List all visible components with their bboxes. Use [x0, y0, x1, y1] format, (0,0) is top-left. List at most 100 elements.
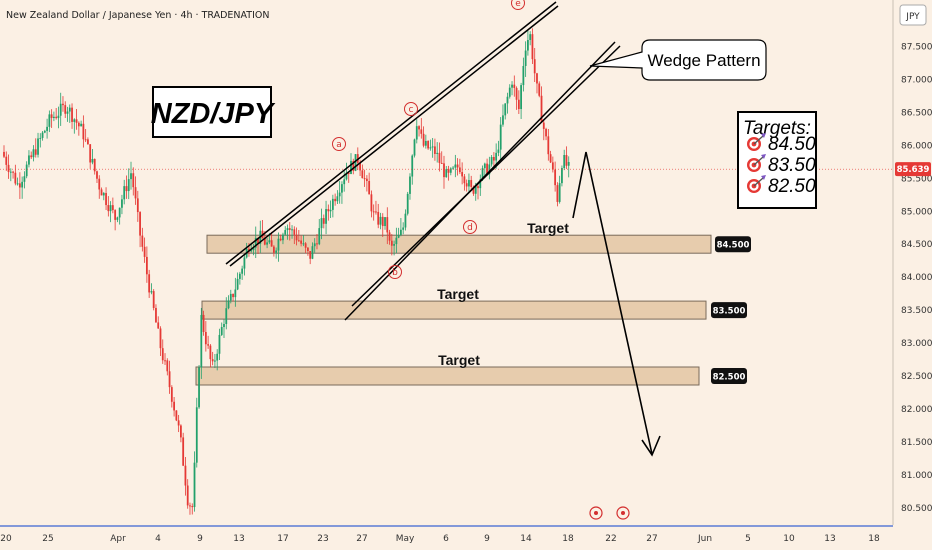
event-marker-1[interactable] [589, 506, 603, 520]
candle-body [504, 103, 507, 116]
candle-body [16, 183, 19, 185]
candle-body [415, 126, 418, 140]
candle-body [12, 171, 14, 173]
candle-body [334, 198, 337, 202]
y-tick-label: 83.500 [901, 306, 932, 316]
candle-body [549, 154, 552, 163]
projection-arrow-head [641, 435, 661, 457]
candle-body [223, 323, 225, 328]
candle-body [511, 84, 513, 88]
candle-body [452, 167, 454, 169]
candle-body [517, 99, 520, 110]
candle-body [307, 247, 309, 252]
event-marker-1-dot [594, 511, 598, 515]
y-tick-label: 87.500 [901, 43, 932, 53]
candle-body [182, 437, 185, 466]
candle-body [533, 59, 536, 74]
x-tick-label: 18 [868, 534, 880, 544]
candle-body [282, 234, 284, 241]
candle-body [139, 212, 141, 236]
target-icon-dart [753, 156, 764, 166]
candle-body [506, 96, 509, 104]
price-axis-panel[interactable] [893, 0, 932, 550]
candle-body [155, 307, 157, 323]
candle-body [218, 334, 221, 354]
candle-body [43, 130, 46, 133]
candle-body [377, 211, 380, 225]
candle-body [359, 162, 361, 171]
candle-body [116, 217, 119, 220]
candle-body [57, 115, 60, 119]
current-price-tag-bg [895, 162, 931, 177]
candle-body [71, 107, 73, 122]
candle-body [538, 83, 541, 96]
event-marker-2[interactable] [616, 506, 630, 520]
candle-body [483, 163, 486, 169]
candle-body [23, 176, 26, 182]
target-zone [206, 234, 712, 254]
x-tick-label: 18 [562, 534, 574, 544]
candle-body [191, 506, 194, 508]
currency-box[interactable] [899, 4, 927, 26]
candle-body [91, 159, 94, 163]
candle-body [204, 331, 207, 345]
candle-body [495, 152, 498, 161]
candle-body [406, 193, 409, 214]
target-value: 82.50 [768, 176, 816, 197]
current-price-tag: 85.639 [895, 162, 931, 177]
y-tick-label: 80.500 [901, 504, 932, 514]
candle-body [372, 211, 375, 213]
candle-body [481, 168, 484, 180]
candle-body [329, 209, 332, 212]
candle-body [25, 164, 28, 177]
candle-body [148, 274, 151, 293]
candle-body [551, 162, 554, 170]
wave-label-circle [511, 0, 525, 10]
candle-body [393, 244, 395, 246]
candle-body [189, 505, 191, 507]
candle-body [449, 168, 452, 173]
candle-body [386, 217, 389, 233]
candle-body [370, 194, 373, 212]
target-level-value: 84.500 [717, 241, 750, 251]
candle-body [390, 240, 393, 246]
x-tick-label: 6 [443, 534, 449, 544]
candle-body [220, 327, 223, 335]
candle-body [80, 123, 83, 127]
candle-body [381, 216, 384, 227]
x-tick-label: Apr [110, 534, 126, 544]
x-tick-label: 23 [317, 534, 328, 544]
target-icon-flight [761, 154, 766, 159]
wave-label-circle [463, 220, 477, 234]
candle-body [118, 207, 121, 218]
candle-body [395, 237, 398, 245]
wave-label: d [467, 223, 473, 233]
candle-body [293, 229, 296, 235]
x-tick-label: 5 [745, 534, 751, 544]
candle-body [424, 140, 427, 146]
symbol-title: New Zealand Dollar / Japanese Yen · 4h ·… [6, 10, 269, 21]
candle-body [502, 115, 504, 125]
candle-body [474, 186, 477, 194]
candle-body [520, 85, 523, 110]
candle-body [268, 240, 271, 243]
candle-body [445, 169, 448, 178]
candle-body [166, 360, 169, 372]
candle-body [345, 172, 348, 180]
candle-body [365, 178, 368, 182]
y-tick-label: 87.000 [901, 75, 932, 85]
candle-body [295, 234, 298, 241]
candle-body [32, 149, 35, 158]
candle-body [461, 172, 464, 177]
candle-body [164, 360, 166, 362]
candle-body [322, 218, 325, 224]
candle-body [252, 247, 255, 251]
candle-body [184, 465, 187, 486]
candle-body [52, 116, 55, 118]
candle-body [64, 105, 67, 114]
candle-body [456, 164, 459, 168]
targets-title: Targets: [743, 118, 811, 139]
target-zones: Target 84.500 Target 83.500 Target 82.500 [195, 220, 751, 386]
target-zone-label: Target [437, 286, 479, 302]
